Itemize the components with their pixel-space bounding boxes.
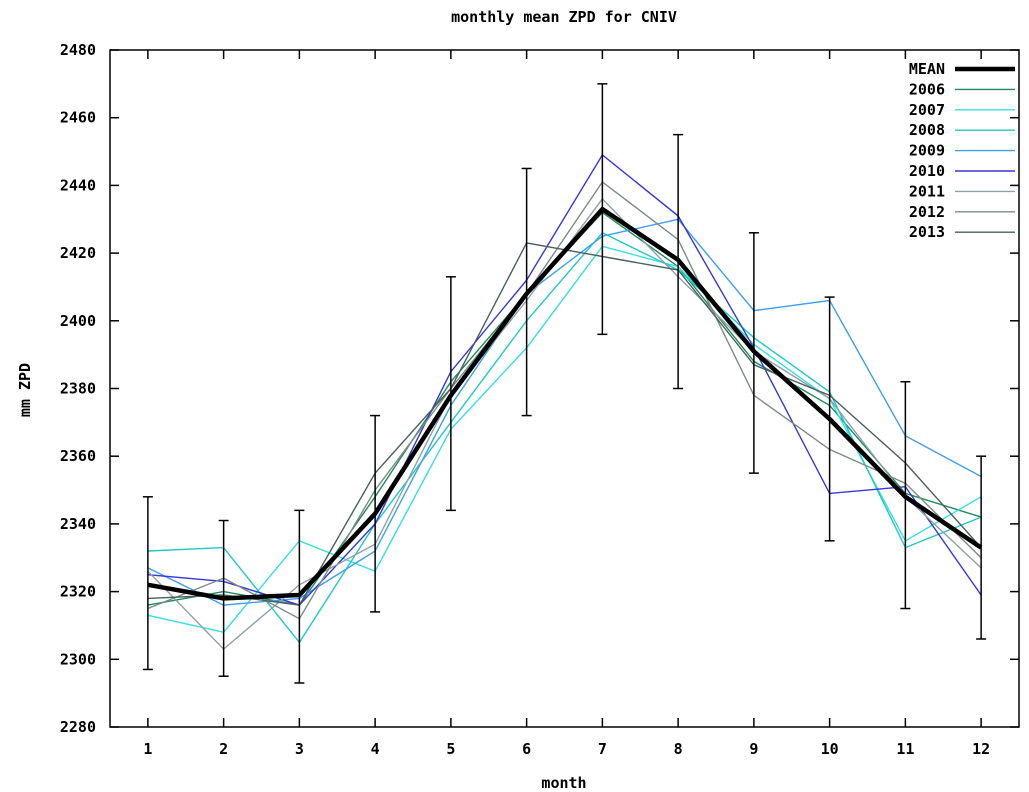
legend-label: 2007 xyxy=(909,101,945,119)
series-line-2010 xyxy=(147,153,982,606)
x-axis-label: month xyxy=(541,774,586,792)
x-tick-label: 10 xyxy=(821,740,839,758)
y-tick-label: 2440 xyxy=(60,176,96,194)
series-layer xyxy=(147,153,982,651)
x-tick-label: 4 xyxy=(371,740,380,758)
mean-line xyxy=(147,206,983,601)
y-tick-label: 2420 xyxy=(60,244,96,262)
legend-label: 2008 xyxy=(909,121,945,139)
series-line-2012 xyxy=(147,180,982,620)
legend-label: 2006 xyxy=(909,80,945,98)
y-tick-label: 2460 xyxy=(60,109,96,127)
x-tick-label: 6 xyxy=(522,740,531,758)
y-tick-label: 2300 xyxy=(60,650,96,668)
y-axis-label: mm ZPD xyxy=(16,363,34,417)
y-tick-label: 2340 xyxy=(60,515,96,533)
legend-label: 2009 xyxy=(909,142,945,160)
y-tick-label: 2280 xyxy=(60,718,96,736)
x-tick-label: 7 xyxy=(598,740,607,758)
y-axis: 2280 2300 2320 2340 2360 2380 2400 2420 2440 2460… xyxy=(60,41,1019,736)
y-tick-label: 2480 xyxy=(60,41,96,59)
x-tick-label: 1 xyxy=(143,740,152,758)
x-tick-label: 9 xyxy=(749,740,758,758)
series-line-2011 xyxy=(147,197,982,651)
x-tick-label: 5 xyxy=(446,740,455,758)
x-tick-label: 11 xyxy=(896,740,914,758)
x-tick-label: 2 xyxy=(219,740,228,758)
chart-title: monthly mean ZPD for CNIV xyxy=(451,8,677,26)
error-bars xyxy=(142,83,987,684)
legend: MEAN 2006 2007 2008 2009 2010 2011 2012 2013 xyxy=(909,60,1015,241)
mean-series xyxy=(147,206,983,601)
plot-frame xyxy=(109,49,1020,728)
series-line-2009 xyxy=(147,218,982,606)
legend-label: MEAN xyxy=(909,60,945,78)
legend-label: 2011 xyxy=(909,182,945,200)
legend-label: 2012 xyxy=(909,203,945,221)
series-line-2006 xyxy=(147,211,982,606)
x-tick-label: 3 xyxy=(295,740,304,758)
y-tick-label: 2360 xyxy=(60,447,96,465)
legend-label: 2010 xyxy=(909,162,945,180)
y-tick-label: 2320 xyxy=(60,583,96,601)
series-line-2007 xyxy=(147,245,982,633)
y-tick-label: 2400 xyxy=(60,312,96,330)
x-tick-label: 12 xyxy=(972,740,990,758)
series-line-2008 xyxy=(147,231,982,644)
x-axis: 1 2 3 4 5 6 7 8 9 10 11 12 xyxy=(143,50,990,758)
y-tick-label: 2380 xyxy=(60,380,96,398)
x-tick-label: 8 xyxy=(674,740,683,758)
legend-label: 2013 xyxy=(909,223,945,241)
